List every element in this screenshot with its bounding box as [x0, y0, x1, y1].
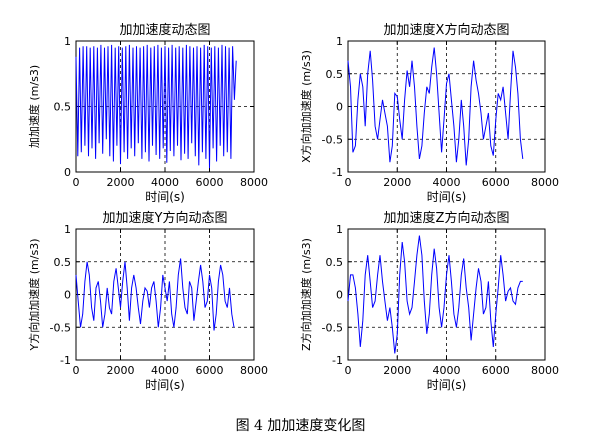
- x-tick-label: 8000: [240, 364, 268, 377]
- x-tick-label: 2000: [383, 364, 411, 377]
- subplot-3: 0 2000 4000 6000 8000 -1 -0.5 0 0.5 1 加加速度Y方向动态图时间…: [27, 210, 268, 392]
- y-tick-label: -1: [332, 354, 343, 367]
- chart-title: 加加速度动态图: [119, 22, 210, 38]
- x-tick-label: 2000: [107, 176, 135, 189]
- x-tick-label: 8000: [531, 176, 559, 189]
- x-tick-label: 4000: [433, 176, 461, 189]
- x-tick-label: 0: [345, 176, 352, 189]
- y-tick-label: 0.5: [54, 256, 72, 269]
- x-tick-label: 4000: [151, 364, 179, 377]
- x-axis-label: 时间(s): [145, 378, 185, 392]
- chart-title: 加加速度X方向动态图: [384, 22, 510, 38]
- chart-title: 加加速度Z方向动态图: [384, 210, 510, 226]
- y-tick-label: 0.5: [326, 68, 344, 81]
- series-line: [75, 44, 237, 169]
- x-tick-label: 0: [73, 364, 80, 377]
- y-tick-label: 1: [336, 35, 343, 48]
- y-tick-label: 0: [336, 289, 343, 302]
- y-tick-label: 0.5: [326, 256, 344, 269]
- x-tick-label: 0: [345, 364, 352, 377]
- x-tick-label: 8000: [240, 176, 268, 189]
- y-tick-label: -0.5: [322, 321, 343, 334]
- y-tick-label: 1: [64, 223, 71, 236]
- y-tick-label: -0.5: [50, 321, 71, 334]
- x-tick-label: 6000: [196, 176, 224, 189]
- x-tick-label: 2000: [383, 176, 411, 189]
- y-tick-label: 0: [64, 289, 71, 302]
- y-tick-label: 0.5: [54, 101, 72, 114]
- x-axis-label: 时间(s): [427, 190, 467, 204]
- y-tick-label: -1: [332, 166, 343, 179]
- x-tick-label: 4000: [151, 176, 179, 189]
- x-tick-label: 6000: [196, 364, 224, 377]
- series-line: [347, 235, 523, 354]
- subplot-2: 0 2000 4000 6000 8000 -1 -0.5 0 0.5 1 加加速度X方向动态图时间…: [299, 22, 559, 204]
- y-axis-label: Z方向加加速度 (m/s3): [299, 238, 313, 351]
- x-tick-label: 4000: [433, 364, 461, 377]
- y-tick-label: 1: [336, 223, 343, 236]
- series-line: [347, 47, 524, 166]
- figure-caption: 图 4 加加速度变化图: [235, 418, 366, 434]
- series-line: [75, 258, 235, 331]
- x-axis-label: 时间(s): [427, 378, 467, 392]
- x-tick-label: 6000: [482, 176, 510, 189]
- subplot-4: 0 2000 4000 6000 8000 -1 -0.5 0 0.5 1 加加速度Z方向动态图时间…: [299, 210, 559, 392]
- y-tick-label: 0: [64, 166, 71, 179]
- x-tick-label: 0: [73, 176, 80, 189]
- y-tick-label: -1: [60, 354, 71, 367]
- y-tick-label: 0: [336, 101, 343, 114]
- chart-title: 加加速度Y方向动态图: [103, 210, 228, 226]
- x-tick-label: 6000: [482, 364, 510, 377]
- y-tick-label: 1: [64, 35, 71, 48]
- y-axis-label: X方向加加速度 (m/s3): [299, 50, 313, 163]
- y-axis-label: 加加速度 (m/s3): [27, 65, 41, 148]
- y-axis-label: Y方向加加速度 (m/s3): [27, 239, 41, 352]
- x-axis-label: 时间(s): [145, 190, 185, 204]
- x-tick-label: 8000: [531, 364, 559, 377]
- x-tick-label: 2000: [107, 364, 135, 377]
- y-tick-label: -0.5: [322, 133, 343, 146]
